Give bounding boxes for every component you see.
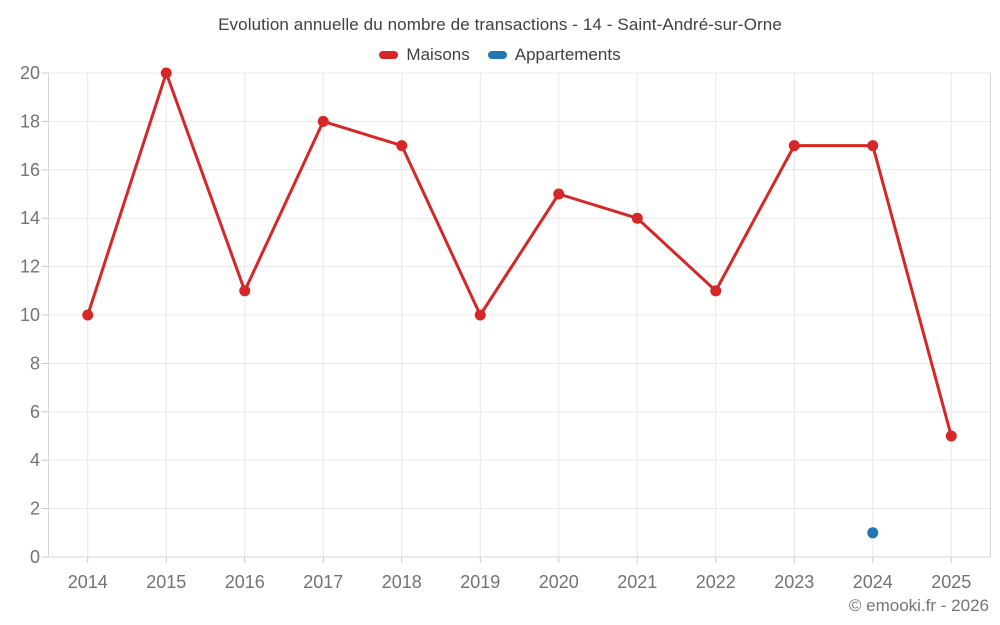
data-point-maisons[interactable] [631, 212, 643, 224]
y-axis-label: 18 [20, 111, 40, 131]
y-axis-label: 12 [20, 257, 40, 277]
data-point-maisons[interactable] [710, 285, 722, 297]
x-axis-label: 2021 [617, 572, 657, 592]
y-axis-label: 16 [20, 160, 40, 180]
x-axis-label: 2016 [225, 572, 265, 592]
x-axis-label: 2019 [460, 572, 500, 592]
chart-title: Evolution annuelle du nombre de transact… [218, 15, 782, 34]
data-point-maisons[interactable] [788, 140, 800, 152]
y-axis-label: 20 [20, 63, 40, 83]
y-axis-label: 4 [30, 450, 40, 470]
legend-item-maisons[interactable]: Maisons [379, 45, 470, 65]
y-axis-label: 6 [30, 402, 40, 422]
x-axis-label: 2023 [774, 572, 814, 592]
y-axis-label: 14 [20, 208, 40, 228]
y-axis-label: 10 [20, 305, 40, 325]
data-point-appartements[interactable] [867, 527, 879, 539]
data-point-maisons[interactable] [553, 188, 565, 200]
x-axis-label: 2020 [539, 572, 579, 592]
data-point-maisons[interactable] [945, 430, 957, 442]
maisons-series-swatch-icon [379, 51, 399, 59]
data-point-maisons[interactable] [317, 115, 329, 127]
y-axis-label: 2 [30, 499, 40, 519]
y-axis-label: 8 [30, 353, 40, 373]
x-axis-label: 2018 [382, 572, 422, 592]
x-axis-label: 2022 [696, 572, 736, 592]
data-point-maisons[interactable] [160, 67, 172, 79]
x-axis-label: 2017 [303, 572, 343, 592]
legend-label-appartements: Appartements [514, 45, 621, 64]
data-point-maisons[interactable] [82, 309, 94, 321]
legend-item-appartements[interactable]: Appartements [487, 45, 621, 65]
copyright-text: © emooki.fr - 2026 [848, 596, 989, 615]
data-point-maisons[interactable] [239, 285, 251, 297]
data-point-maisons[interactable] [396, 140, 408, 152]
x-axis-label: 2015 [146, 572, 186, 592]
data-point-maisons[interactable] [474, 309, 486, 321]
x-axis-label: 2024 [853, 572, 893, 592]
appartements-series-swatch-icon [487, 51, 507, 59]
data-point-maisons[interactable] [867, 140, 879, 152]
x-axis-label: 2025 [931, 572, 971, 592]
chart-legend: Maisons Appartements [0, 45, 1000, 65]
series-line-maisons [86, 71, 953, 437]
y-axis-label: 0 [30, 547, 40, 567]
x-axis-label: 2014 [68, 572, 108, 592]
legend-label-maisons: Maisons [406, 45, 470, 64]
